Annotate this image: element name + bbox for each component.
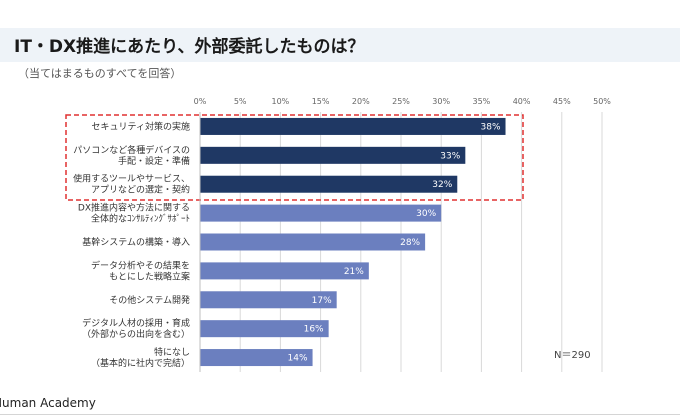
bar	[200, 175, 458, 193]
bar-value-label: 16%	[304, 325, 324, 335]
page-title: IT・DX推進にあたり、外部委託したものは？	[14, 37, 365, 57]
bar	[200, 204, 442, 222]
category-label: パソコンなど各種デバイスの手配・設定・準備	[73, 144, 190, 167]
bar	[200, 233, 426, 251]
category-labels: セキュリティ対策の実施パソコンなど各種デバイスの手配・設定・準備使用するツールや…	[73, 120, 190, 369]
highlight-box	[65, 114, 524, 201]
bar	[200, 291, 337, 309]
x-tick-label: 50%	[593, 97, 611, 106]
sample-size-label: N＝290	[554, 350, 591, 361]
x-tick-label: 40%	[513, 97, 531, 106]
bar-value-label: 32%	[432, 180, 452, 190]
value-labels: 38% 33% 32% 30% 28% 21% 17% 16% 14%	[288, 122, 501, 363]
x-tick-label: 25%	[392, 97, 410, 106]
bar-value-label: 17%	[312, 296, 332, 306]
bar-value-label: 38%	[481, 122, 501, 132]
bar-value-label: 21%	[344, 267, 364, 277]
category-label: 使用するツールやサービス、アプリなどの選定・契約	[73, 173, 190, 196]
x-tick-label: 20%	[352, 97, 370, 106]
bar-value-label: 33%	[440, 151, 460, 161]
page-subtitle: （当てはまるものすべてを回答）	[18, 67, 182, 80]
x-axis-ticks: 0% 5% 10% 15% 20% 25% 30% 35% 40% 45% 50%	[194, 97, 612, 106]
bar	[200, 262, 369, 280]
bar-value-label: 28%	[400, 238, 420, 248]
bar-value-label: 30%	[416, 209, 436, 219]
bar	[200, 320, 329, 338]
category-label: 特になし（基本的に社内で完結）	[91, 346, 190, 369]
x-tick-label: 35%	[473, 97, 491, 106]
x-tick-label: 5%	[234, 97, 247, 106]
footer-divider	[0, 414, 680, 415]
category-label: デジタル人材の採用・育成（外部からの出向を含む）	[82, 317, 190, 340]
category-label: その他システム開発	[109, 294, 190, 306]
bar	[200, 349, 313, 367]
chart-bars	[200, 117, 506, 367]
x-tick-label: 0%	[194, 97, 207, 106]
category-label: データ分析やその結果をもとにした戦略立案	[91, 259, 190, 282]
category-label: DX推進内容や方法に関する全体的なｺﾝｻﾙﾃｨﾝｸﾞｻﾎﾟｰﾄ	[78, 202, 190, 225]
x-tick-label: 15%	[312, 97, 330, 106]
x-tick-label: 10%	[272, 97, 290, 106]
category-label: セキュリティ対策の実施	[92, 120, 190, 132]
brand-logo-text: Human Academy	[0, 396, 96, 410]
bar	[200, 146, 466, 164]
title-bar	[0, 28, 680, 62]
bar-value-label: 14%	[288, 354, 308, 364]
x-tick-label: 45%	[553, 97, 571, 106]
x-tick-label: 30%	[432, 97, 450, 106]
bar	[200, 117, 506, 135]
category-label: 基幹システムの構築・導入	[82, 236, 190, 248]
